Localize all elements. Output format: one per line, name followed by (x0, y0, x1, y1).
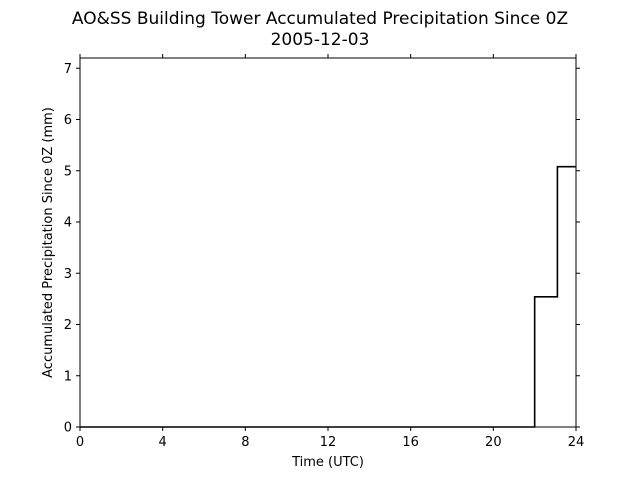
x-tick-label: 24 (568, 435, 585, 450)
y-tick-label: 5 (64, 164, 72, 179)
y-tick-label: 2 (64, 318, 72, 333)
y-tick-label: 4 (64, 216, 72, 231)
y-axis-label: Accumulated Precipitation Since 0Z (mm) (41, 107, 56, 378)
axes-frame (79, 57, 577, 428)
x-tick-label: 12 (320, 435, 337, 450)
x-tick-label: 8 (241, 435, 249, 450)
chart-subtitle: 2005-12-03 (271, 30, 370, 50)
y-tick-label: 0 (64, 421, 72, 436)
x-axis-label: Time (UTC) (291, 455, 364, 470)
y-tick-label: 7 (64, 62, 72, 77)
x-tick-label: 20 (485, 435, 502, 450)
data-series-line-0 (80, 165, 576, 428)
x-tick-label: 0 (76, 435, 84, 450)
y-tick-label: 1 (64, 369, 72, 384)
y-tick-label: 6 (64, 113, 72, 128)
x-tick-label: 4 (159, 435, 167, 450)
y-tick-label: 3 (64, 267, 72, 282)
x-tick-label: 16 (402, 435, 419, 450)
chart-title: AO&SS Building Tower Accumulated Precipi… (72, 9, 568, 29)
